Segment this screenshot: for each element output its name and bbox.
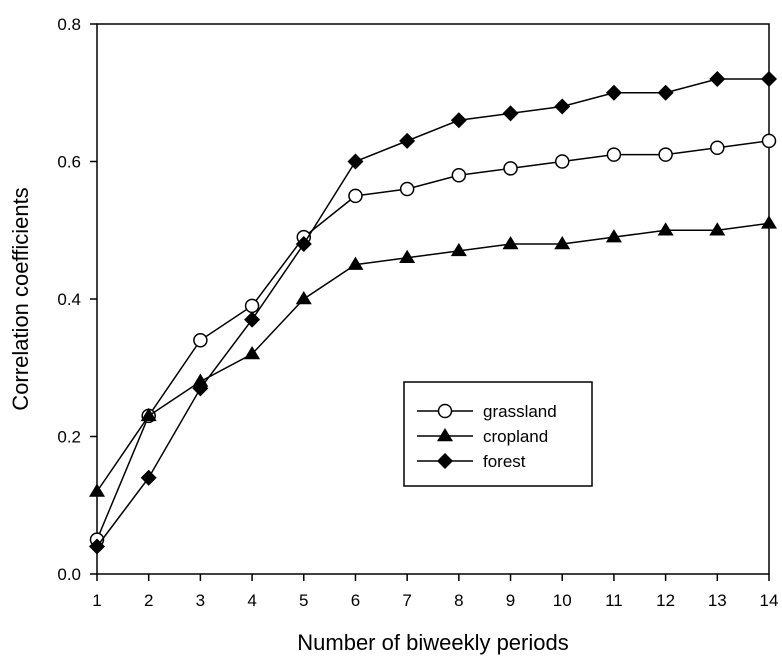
cropland-point bbox=[502, 236, 519, 250]
y-tick-label: 0.0 bbox=[57, 565, 81, 584]
cropland-point bbox=[450, 242, 467, 257]
series-cropland bbox=[89, 215, 777, 497]
plot-frame bbox=[96, 23, 770, 575]
cropland-point bbox=[605, 229, 622, 243]
cropland-point bbox=[709, 222, 726, 236]
cropland-point bbox=[399, 249, 416, 263]
forest-point bbox=[347, 153, 364, 170]
x-tick-label: 5 bbox=[299, 591, 308, 610]
grassland-point bbox=[606, 147, 622, 162]
forest-point bbox=[89, 538, 105, 555]
series-forest bbox=[89, 71, 777, 555]
grassland-point bbox=[348, 188, 363, 204]
x-tick-label: 6 bbox=[351, 591, 360, 610]
x-tick-label: 3 bbox=[196, 591, 205, 610]
y-axis-label: Correlation coefficients bbox=[8, 187, 33, 410]
x-tick-label: 10 bbox=[553, 591, 572, 610]
cropland-point bbox=[761, 215, 777, 229]
grassland-point bbox=[244, 298, 260, 314]
legend-label: cropland bbox=[483, 427, 548, 446]
grassland-point bbox=[399, 181, 415, 197]
forest-point bbox=[554, 98, 571, 115]
forest-point bbox=[192, 380, 209, 397]
legend-item-forest: forest bbox=[417, 452, 526, 471]
forest-legend-marker bbox=[437, 453, 453, 469]
legend-item-cropland: cropland bbox=[417, 427, 548, 446]
forest-point bbox=[605, 84, 622, 101]
forest-point bbox=[657, 84, 674, 101]
cropland-point bbox=[295, 291, 312, 305]
grassland-point bbox=[503, 161, 518, 176]
forest-line bbox=[96, 78, 769, 547]
grassland-legend-marker bbox=[437, 403, 453, 419]
y-tick-label: 0.8 bbox=[57, 15, 81, 34]
grassland-point bbox=[761, 133, 777, 149]
y-tick-label: 0.4 bbox=[57, 290, 81, 309]
cropland-point bbox=[657, 222, 674, 236]
forest-point bbox=[761, 71, 777, 87]
forest-point bbox=[244, 311, 261, 328]
x-tick-label: 14 bbox=[760, 591, 779, 610]
x-tick-label: 4 bbox=[247, 591, 256, 610]
cropland-point bbox=[89, 483, 105, 497]
legend-label: grassland bbox=[483, 402, 557, 421]
cropland-point bbox=[347, 256, 364, 270]
grassland-line bbox=[96, 140, 770, 540]
y-tick-label: 0.2 bbox=[57, 428, 81, 447]
x-tick-label: 8 bbox=[454, 591, 463, 610]
forest-point bbox=[709, 71, 726, 87]
x-axis-label: Number of biweekly periods bbox=[297, 630, 568, 655]
grassland-point bbox=[193, 333, 208, 348]
legend-box bbox=[403, 381, 593, 487]
x-tick-label: 12 bbox=[656, 591, 675, 610]
legend-label: forest bbox=[483, 452, 526, 471]
cropland-point bbox=[140, 407, 157, 422]
forest-point bbox=[502, 105, 519, 122]
x-tick-label: 7 bbox=[402, 591, 411, 610]
grassland-point bbox=[658, 147, 673, 162]
forest-point bbox=[140, 469, 157, 486]
y-tick-label: 0.6 bbox=[57, 153, 81, 172]
cropland-point bbox=[554, 236, 571, 250]
x-tick-label: 13 bbox=[708, 591, 727, 610]
forest-point bbox=[399, 132, 416, 149]
y-axis: 0.0 0.2 0.4 0.6 0.8 bbox=[57, 15, 97, 584]
cropland-point bbox=[244, 346, 261, 360]
x-tick-label: 11 bbox=[605, 591, 623, 610]
grassland-point bbox=[554, 154, 570, 169]
x-tick-label: 9 bbox=[506, 591, 515, 610]
x-tick-label: 1 bbox=[92, 591, 101, 610]
grassland-point bbox=[710, 140, 725, 155]
cropland-legend-marker bbox=[437, 428, 453, 442]
forest-point bbox=[450, 112, 467, 129]
x-tick-label: 2 bbox=[144, 591, 153, 610]
forest-point bbox=[295, 236, 312, 252]
legend-item-grassland: grassland bbox=[417, 402, 557, 421]
grassland-point bbox=[451, 168, 467, 183]
x-axis: 1 2 3 4 5 6 7 8 9 10 11 12 13 14 bbox=[92, 574, 778, 610]
legend: grassland cropland forest bbox=[403, 381, 593, 487]
series-layer bbox=[89, 71, 777, 555]
